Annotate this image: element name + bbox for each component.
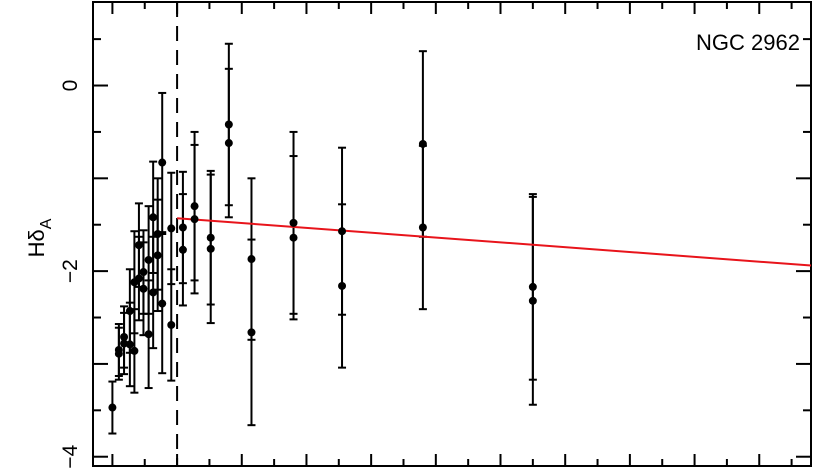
data-point	[224, 120, 233, 129]
data-point	[158, 299, 167, 308]
data-point	[134, 241, 143, 250]
data-point	[134, 274, 143, 283]
data-points	[108, 120, 537, 412]
y-axis-label-subscript: A	[38, 218, 55, 229]
data-point	[528, 296, 537, 305]
data-point	[190, 202, 199, 211]
data-point	[167, 224, 176, 233]
y-tick-label: 0	[59, 80, 82, 92]
data-point	[114, 349, 123, 358]
fit-line	[177, 217, 812, 267]
plot-frame	[92, 1, 812, 467]
y-axis-label: HδA	[24, 218, 55, 257]
data-point	[247, 255, 256, 264]
chart-annotation: NGC 2962	[696, 30, 800, 55]
data-point	[149, 213, 158, 222]
y-tick-label: −4	[59, 444, 82, 468]
y-tick-label: −2	[59, 259, 82, 283]
data-point	[153, 251, 162, 260]
data-point	[139, 284, 148, 293]
error-bars	[108, 42, 537, 435]
svg-text:HδA: HδA	[24, 218, 55, 257]
data-point	[167, 320, 176, 329]
data-point	[206, 233, 215, 242]
data-point	[178, 245, 187, 254]
data-point	[289, 218, 298, 227]
data-point	[153, 230, 162, 238]
data-point	[178, 223, 187, 232]
data-point	[144, 255, 153, 264]
data-point	[338, 281, 347, 290]
data-point	[206, 244, 215, 253]
data-point	[190, 215, 199, 224]
data-point	[418, 139, 427, 148]
data-point	[108, 403, 117, 412]
data-point	[338, 227, 347, 236]
data-point	[224, 139, 233, 148]
axis-ticks	[93, 2, 811, 466]
data-point	[247, 328, 256, 337]
data-point	[418, 223, 427, 232]
data-point	[125, 307, 134, 316]
data-point	[158, 158, 167, 167]
y-axis-label-main: Hδ	[24, 229, 49, 257]
data-point	[144, 330, 153, 339]
data-point	[149, 288, 158, 297]
y-tick-labels: −4 −2 0	[59, 80, 82, 469]
data-point	[125, 340, 134, 349]
data-point	[139, 268, 148, 277]
data-point	[528, 282, 537, 291]
data-point	[289, 233, 298, 242]
data-point	[130, 346, 139, 355]
data-point	[120, 333, 129, 342]
